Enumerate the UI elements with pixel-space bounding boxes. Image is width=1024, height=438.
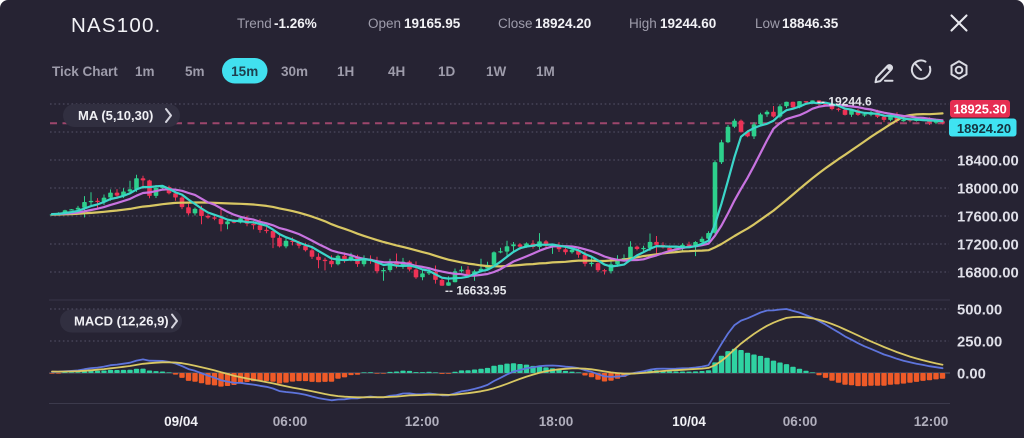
svg-text:0.00: 0.00 <box>957 367 986 383</box>
svg-text:1M: 1M <box>536 64 555 79</box>
svg-text:1D: 1D <box>438 64 456 79</box>
svg-text:1m: 1m <box>135 64 155 79</box>
svg-text:18000.00: 18000.00 <box>957 182 1019 198</box>
svg-text:500.00: 500.00 <box>957 303 1002 319</box>
svg-text:-- 16633.95: -- 16633.95 <box>445 284 507 298</box>
svg-text:18:00: 18:00 <box>539 414 574 429</box>
svg-text:MA (5,10,30): MA (5,10,30) <box>78 108 153 123</box>
svg-text:30m: 30m <box>281 64 308 79</box>
svg-text:15m: 15m <box>231 64 258 79</box>
svg-text:1W: 1W <box>486 64 507 79</box>
svg-text:-1.26%: -1.26% <box>274 16 317 31</box>
svg-text:High: High <box>629 16 657 31</box>
svg-text:250.00: 250.00 <box>957 335 1002 351</box>
svg-text:19165.95: 19165.95 <box>404 16 461 31</box>
svg-text:Low: Low <box>755 16 780 31</box>
svg-text:5m: 5m <box>185 64 205 79</box>
svg-text:MACD (12,26,9): MACD (12,26,9) <box>74 314 169 329</box>
svg-text:16800.00: 16800.00 <box>957 266 1019 282</box>
svg-text:18924.20: 18924.20 <box>535 16 591 31</box>
svg-text:Open: Open <box>368 16 401 31</box>
svg-text:-- 19244.6: -- 19244.6 <box>817 95 872 109</box>
svg-text:19244.60: 19244.60 <box>660 16 716 31</box>
svg-text:09/04: 09/04 <box>164 414 198 429</box>
svg-text:1H: 1H <box>337 64 354 79</box>
svg-text:Tick Chart: Tick Chart <box>52 64 118 79</box>
svg-text:4H: 4H <box>388 64 405 79</box>
svg-text:Close: Close <box>498 16 533 31</box>
svg-text:18400.00: 18400.00 <box>957 154 1019 170</box>
svg-text:06:00: 06:00 <box>273 414 308 429</box>
svg-text:18925.30: 18925.30 <box>953 102 1006 117</box>
svg-text:17600.00: 17600.00 <box>957 210 1019 226</box>
svg-text:NAS100.: NAS100. <box>71 14 161 37</box>
svg-text:Trend: Trend <box>237 16 272 31</box>
svg-text:12:00: 12:00 <box>405 414 440 429</box>
svg-text:17200.00: 17200.00 <box>957 238 1019 254</box>
svg-text:10/04: 10/04 <box>672 414 706 429</box>
svg-text:12:00: 12:00 <box>914 414 949 429</box>
svg-text:18846.35: 18846.35 <box>782 16 839 31</box>
svg-text:18924.20: 18924.20 <box>957 121 1011 136</box>
svg-text:06:00: 06:00 <box>783 414 818 429</box>
